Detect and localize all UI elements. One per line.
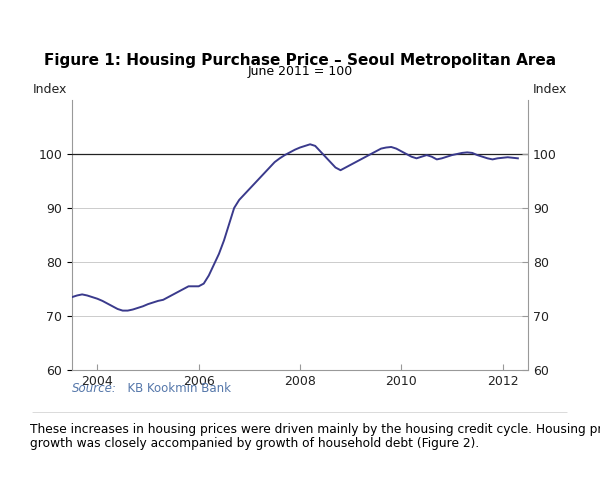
Text: June 2011 = 100: June 2011 = 100 [247, 64, 353, 78]
Text: These increases in housing prices were driven mainly by the housing credit cycle: These increases in housing prices were d… [30, 422, 600, 450]
Text: Index: Index [33, 83, 67, 96]
Text: Source:: Source: [72, 382, 117, 396]
Text: Figure 1: Housing Purchase Price – Seoul Metropolitan Area: Figure 1: Housing Purchase Price – Seoul… [44, 52, 556, 68]
Text: Index: Index [533, 83, 567, 96]
Text: KB Kookmin Bank: KB Kookmin Bank [120, 382, 231, 396]
